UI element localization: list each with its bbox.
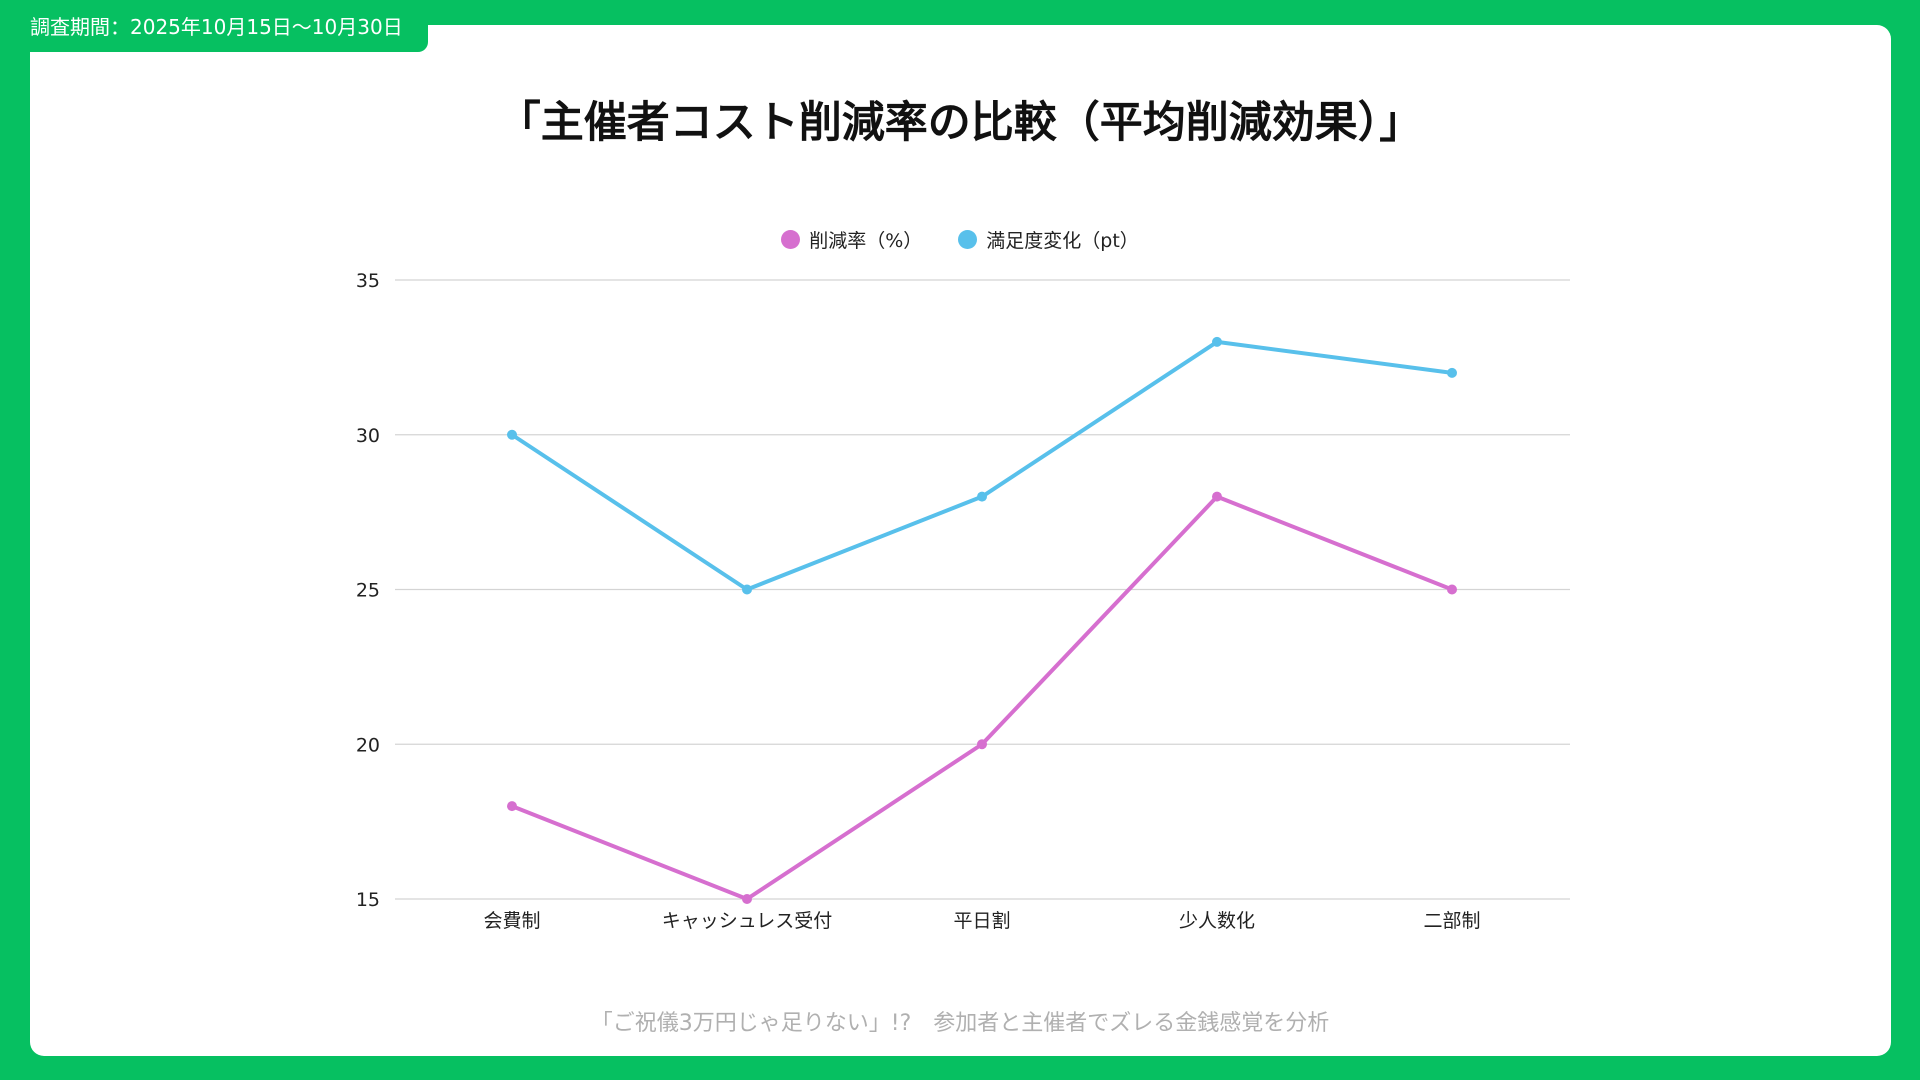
y-tick-label: 25	[356, 580, 380, 602]
data-point	[507, 801, 517, 812]
legend-label-satisfaction: 満足度変化（pt）	[986, 230, 1139, 252]
y-tick-label: 15	[356, 889, 380, 911]
chart-title: 「主催者コスト削減率の比較（平均削減効果）」	[497, 98, 1423, 148]
legend-label-reduction: 削減率（%）	[809, 230, 923, 252]
chart-card	[30, 25, 1891, 1056]
series-line-1	[510, 339, 1454, 592]
y-tick-label: 20	[356, 734, 380, 756]
data-point	[1212, 336, 1222, 347]
footer-caption: 「ご祝儀3万円じゃ足りない」!? 参加者と主催者でズレる金銭感覚を分析	[590, 1011, 1330, 1036]
x-tick-label: キャッシュレス受付	[662, 910, 833, 932]
series-line-0	[510, 494, 1454, 901]
legend-marker-reduction	[781, 230, 801, 249]
x-tick-label: 会費制	[483, 910, 540, 932]
data-point	[742, 584, 752, 595]
y-tick-label: 35	[356, 270, 380, 292]
legend-item-satisfaction[interactable]: 満足度変化（pt）	[958, 226, 1139, 253]
legend-item-reduction[interactable]: 削減率（%）	[781, 226, 922, 253]
x-tick-label: 少人数化	[1179, 910, 1255, 932]
data-point	[1212, 491, 1222, 502]
x-tick-label: 二部制	[1423, 910, 1480, 932]
data-point	[1447, 584, 1457, 595]
chart-legend: 削減率（%） 満足度変化（pt）	[0, 226, 1920, 253]
x-tick-label: 平日割	[953, 910, 1010, 932]
data-point	[742, 894, 752, 904]
y-tick-label: 30	[356, 425, 380, 447]
data-point	[977, 491, 987, 502]
data-point	[1447, 367, 1457, 378]
data-point	[977, 739, 987, 750]
data-point	[507, 429, 517, 440]
legend-marker-satisfaction	[958, 230, 978, 249]
survey-period-label: 調査期間：2025年10月15日〜10月30日	[0, 0, 428, 52]
